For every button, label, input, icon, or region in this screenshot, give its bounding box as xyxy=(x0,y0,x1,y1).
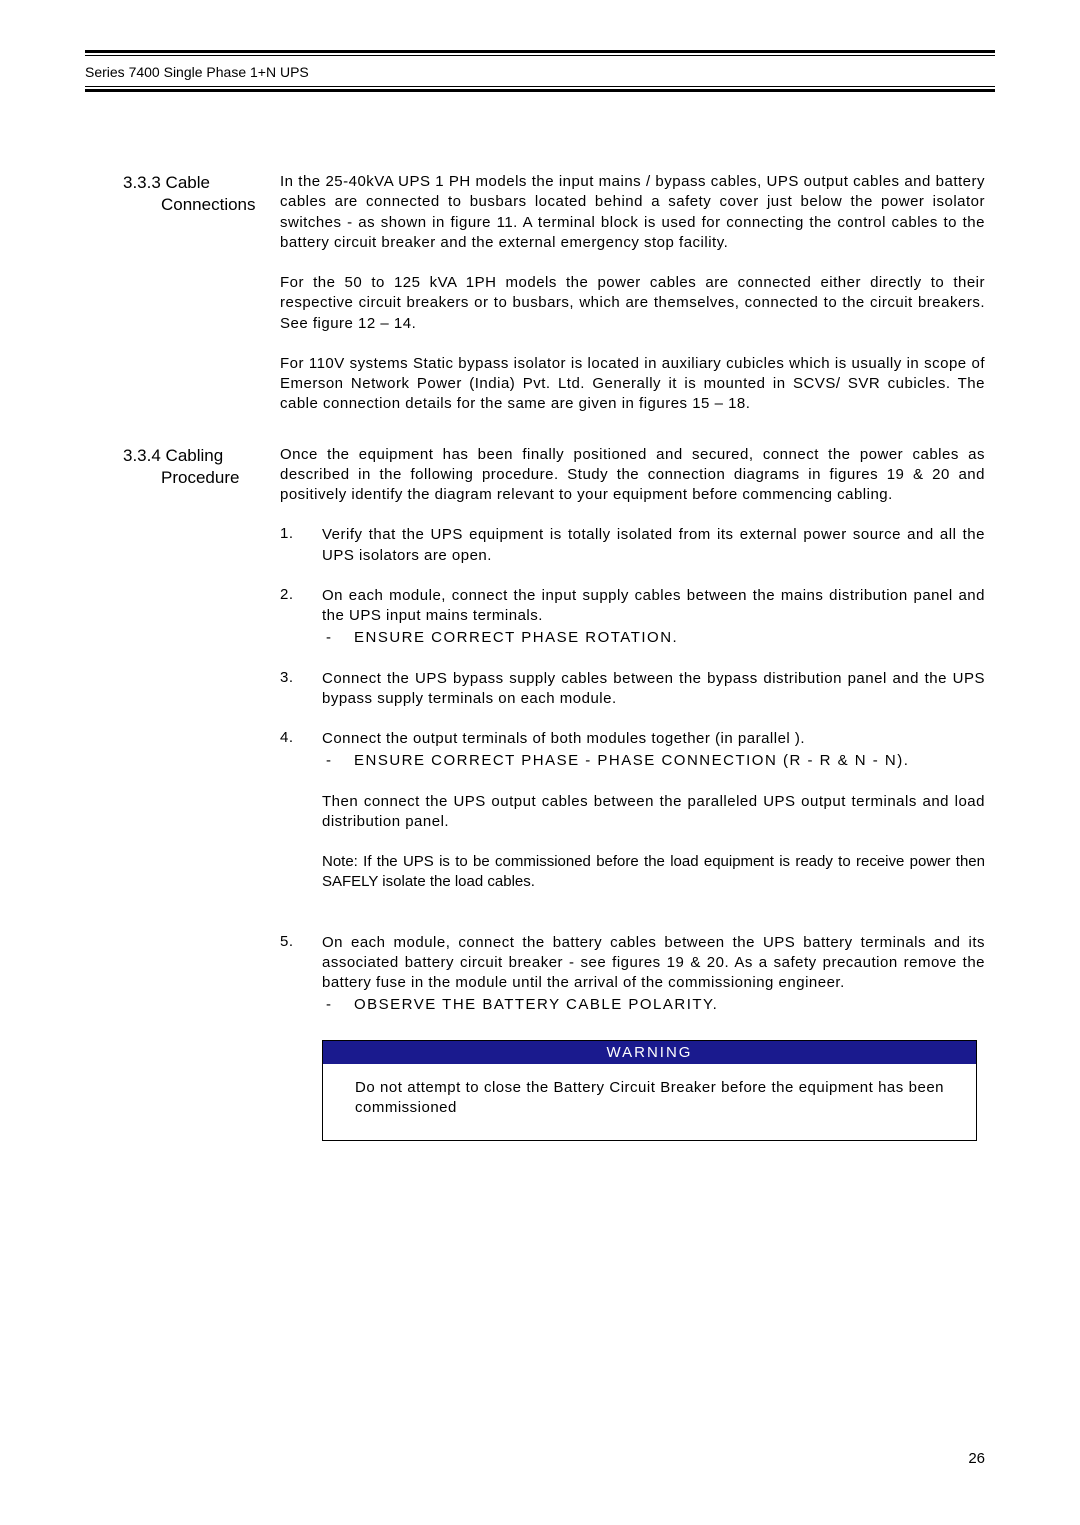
list-number: 3. xyxy=(280,669,322,710)
list-number: 2. xyxy=(280,586,322,649)
sub-bullet: - ENSURE CORRECT PHASE - PHASE CONNECTIO… xyxy=(322,751,985,771)
bullet-dash: - xyxy=(322,995,354,1015)
warning-body-text: Do not attempt to close the Battery Circ… xyxy=(323,1064,976,1141)
numbered-list: 1. Verify that the UPS equipment is tota… xyxy=(280,525,985,1015)
page-header-title: Series 7400 Single Phase 1+N UPS xyxy=(85,64,995,80)
list-text: Verify that the UPS equipment is totally… xyxy=(322,525,985,566)
list-number: 5. xyxy=(280,933,322,1016)
header-rule-thick xyxy=(85,89,995,92)
list-text: On each module, connect the input supply… xyxy=(322,586,985,649)
sub-bullet-text: OBSERVE THE BATTERY CABLE POLARITY. xyxy=(354,995,985,1015)
list-number: 4. xyxy=(280,729,322,913)
header-rule-thin xyxy=(85,86,995,87)
section-heading-col: 3.3.4 Cabling Procedure xyxy=(85,445,280,489)
sub-bullet: - ENSURE CORRECT PHASE ROTATION. xyxy=(322,628,985,648)
list-text: Connect the UPS bypass supply cables bet… xyxy=(322,669,985,710)
list-item: 1. Verify that the UPS equipment is tota… xyxy=(280,525,985,566)
list-text: Connect the output terminals of both mod… xyxy=(322,729,985,913)
section-title-line1: Cabling xyxy=(166,446,224,465)
section-title-line2: Connections xyxy=(123,194,280,216)
note-paragraph: Note: If the UPS is to be commissioned b… xyxy=(322,852,985,893)
section-cabling-procedure: 3.3.4 Cabling Procedure Once the equipme… xyxy=(85,445,995,1142)
section-heading: 3.3.3 Cable Connections xyxy=(123,172,280,216)
warning-box: WARNING Do not attempt to close the Batt… xyxy=(322,1040,977,1142)
list-item: 3. Connect the UPS bypass supply cables … xyxy=(280,669,985,710)
list-text: On each module, connect the battery cabl… xyxy=(322,933,985,1016)
section-body-col: In the 25-40kVA UPS 1 PH models the inpu… xyxy=(280,172,995,425)
section-body-col: Once the equipment has been finally posi… xyxy=(280,445,995,1142)
paragraph: For the 50 to 125 kVA 1PH models the pow… xyxy=(280,273,985,334)
sub-bullet-text: ENSURE CORRECT PHASE - PHASE CONNECTION … xyxy=(354,751,985,771)
section-number: 3.3.4 xyxy=(123,446,161,465)
section-number: 3.3.3 xyxy=(123,173,161,192)
section-title-line1: Cable xyxy=(166,173,210,192)
list-main-text: On each module, connect the input supply… xyxy=(322,587,985,624)
bullet-dash: - xyxy=(322,628,354,648)
section-cable-connections: 3.3.3 Cable Connections In the 25-40kVA … xyxy=(85,172,995,425)
paragraph: For 110V systems Static bypass isolator … xyxy=(280,354,985,415)
section-title-line2: Procedure xyxy=(123,467,280,489)
top-rule-thick xyxy=(85,50,995,53)
sub-bullet-text: ENSURE CORRECT PHASE ROTATION. xyxy=(354,628,985,648)
warning-header: WARNING xyxy=(323,1041,976,1064)
paragraph: In the 25-40kVA UPS 1 PH models the inpu… xyxy=(280,172,985,253)
page-number: 26 xyxy=(968,1450,985,1467)
bullet-dash: - xyxy=(322,751,354,771)
list-item: 2. On each module, connect the input sup… xyxy=(280,586,985,649)
paragraph: Once the equipment has been finally posi… xyxy=(280,445,985,506)
list-item: 5. On each module, connect the battery c… xyxy=(280,933,985,1016)
list-number: 1. xyxy=(280,525,322,566)
section-heading-col: 3.3.3 Cable Connections xyxy=(85,172,280,216)
top-rule-thin xyxy=(85,55,995,56)
list-main-text: Connect the output terminals of both mod… xyxy=(322,730,805,747)
list-main-text: On each module, connect the battery cabl… xyxy=(322,934,985,992)
paragraph: Then connect the UPS output cables betwe… xyxy=(322,792,985,833)
section-heading: 3.3.4 Cabling Procedure xyxy=(123,445,280,489)
list-item: 4. Connect the output terminals of both … xyxy=(280,729,985,913)
sub-bullet: - OBSERVE THE BATTERY CABLE POLARITY. xyxy=(322,995,985,1015)
